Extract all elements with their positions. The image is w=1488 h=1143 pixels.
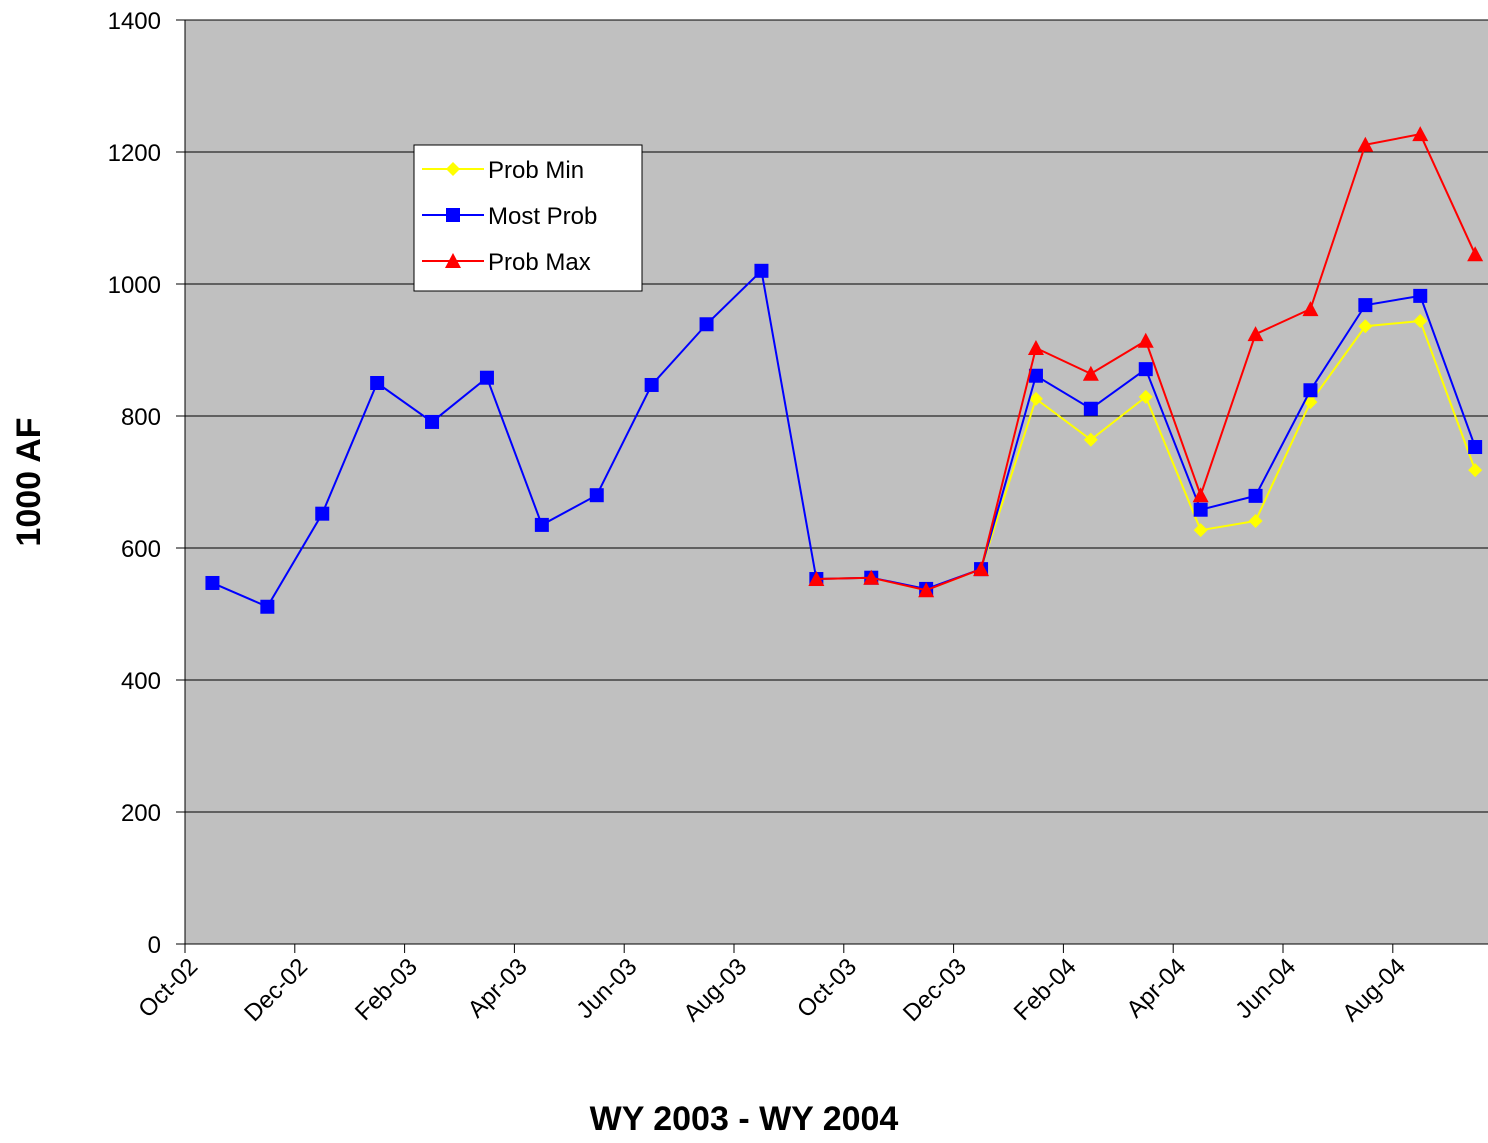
legend-symbol bbox=[445, 253, 461, 268]
y-tick-label: 1200 bbox=[108, 140, 161, 167]
y-tick-label: 400 bbox=[121, 668, 161, 695]
y-tick-label: 1400 bbox=[108, 8, 161, 35]
marker bbox=[534, 517, 549, 532]
marker bbox=[699, 317, 714, 332]
marker bbox=[973, 561, 990, 577]
marker bbox=[1468, 463, 1483, 478]
y-tick-label: 200 bbox=[121, 800, 161, 827]
marker bbox=[1468, 440, 1483, 455]
legend-marker bbox=[446, 208, 460, 222]
legend-marker bbox=[445, 253, 461, 268]
marker bbox=[1413, 288, 1428, 303]
marker bbox=[1028, 368, 1043, 383]
marker bbox=[1138, 389, 1153, 404]
marker bbox=[1303, 383, 1318, 398]
series bbox=[808, 126, 1484, 598]
x-tick-label: Oct-02 bbox=[133, 953, 203, 1023]
marker bbox=[1358, 319, 1373, 334]
marker bbox=[1082, 365, 1099, 381]
marker bbox=[1083, 401, 1098, 416]
x-tick-label: Oct-03 bbox=[792, 953, 862, 1023]
marker bbox=[808, 571, 825, 587]
x-tick-label: Jun-04 bbox=[1230, 953, 1301, 1024]
x-axis-title: WY 2003 - WY 2004 bbox=[590, 1100, 899, 1138]
legend-marker bbox=[446, 162, 460, 176]
marker bbox=[1413, 313, 1428, 328]
x-tick-label: Feb-03 bbox=[350, 953, 423, 1026]
marker bbox=[644, 377, 659, 392]
x-tick-label: Aug-04 bbox=[1337, 953, 1411, 1027]
marker bbox=[1192, 487, 1209, 503]
plot-area bbox=[185, 20, 1488, 944]
y-tick-label: 600 bbox=[121, 536, 161, 563]
marker bbox=[370, 376, 385, 390]
x-tick-label: Aug-03 bbox=[678, 953, 752, 1027]
marker bbox=[1248, 513, 1263, 528]
marker bbox=[1467, 246, 1484, 262]
marker bbox=[1358, 298, 1373, 313]
marker bbox=[1083, 432, 1098, 447]
marker bbox=[1248, 488, 1263, 503]
marker bbox=[1357, 136, 1374, 152]
x-tick-label: Dec-02 bbox=[239, 953, 313, 1027]
legend-label: Prob Min bbox=[488, 157, 584, 184]
y-axis-title: 1000 AF bbox=[10, 417, 48, 546]
x-tick-label: Dec-03 bbox=[898, 953, 972, 1027]
marker bbox=[1027, 340, 1044, 356]
marker bbox=[589, 488, 604, 503]
marker bbox=[1138, 362, 1153, 377]
x-tick-label: Feb-04 bbox=[1009, 953, 1082, 1026]
marker bbox=[1028, 391, 1043, 406]
marker bbox=[754, 263, 769, 278]
legend-label: Prob Max bbox=[488, 249, 591, 276]
marker bbox=[863, 569, 880, 585]
legend-symbol bbox=[446, 208, 460, 222]
y-tick-label: 1000 bbox=[108, 272, 161, 299]
marker bbox=[1137, 332, 1154, 348]
legend-symbol bbox=[446, 162, 460, 176]
marker bbox=[1412, 126, 1429, 142]
y-tick-label: 800 bbox=[121, 404, 161, 431]
y-tick-label: 0 bbox=[148, 932, 161, 959]
marker bbox=[315, 506, 330, 521]
x-tick-label: Apr-03 bbox=[463, 953, 533, 1023]
marker bbox=[1193, 502, 1208, 517]
marker bbox=[918, 582, 935, 598]
marker bbox=[479, 370, 494, 385]
marker bbox=[1193, 523, 1208, 538]
marker bbox=[1247, 326, 1264, 342]
marker bbox=[425, 414, 440, 429]
x-tick-label: Apr-04 bbox=[1121, 953, 1191, 1023]
x-tick-label: Jun-03 bbox=[571, 953, 642, 1024]
marker bbox=[260, 599, 275, 614]
marker bbox=[205, 575, 220, 590]
marker bbox=[1302, 301, 1319, 317]
legend-label: Most Prob bbox=[488, 203, 597, 230]
